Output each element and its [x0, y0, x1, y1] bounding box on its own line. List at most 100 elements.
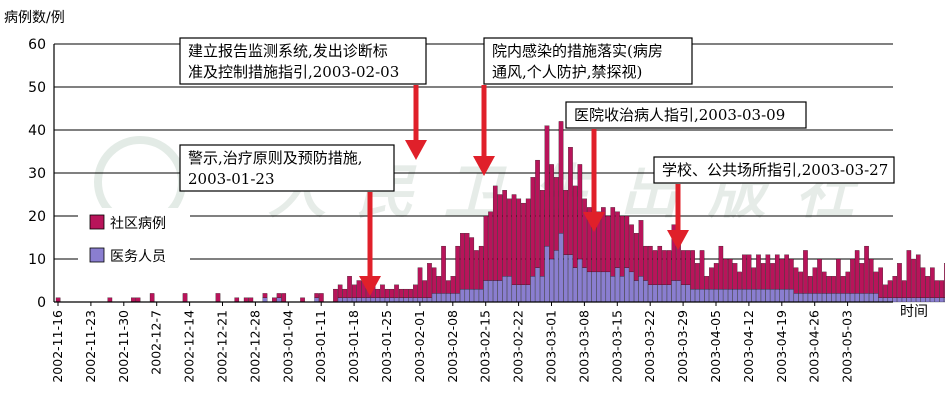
legend-label: 社区病例 — [110, 216, 166, 232]
bar-community — [666, 250, 672, 285]
annotation-text: 学校、公共场所指引,2003-03-27 — [662, 161, 888, 179]
bar-staff — [887, 297, 893, 303]
bar-community — [699, 250, 705, 290]
bar-community — [398, 288, 404, 298]
bar-staff — [732, 288, 738, 303]
bar-community — [934, 280, 940, 298]
bar-staff — [427, 297, 432, 303]
bar-staff — [657, 284, 663, 303]
bar-staff — [643, 280, 648, 303]
bar-community — [615, 211, 620, 268]
axes — [53, 44, 893, 303]
bar-community — [131, 297, 136, 303]
bar-community — [760, 263, 766, 290]
bar-community — [723, 258, 728, 290]
y-tick-label: 10 — [28, 252, 46, 268]
bar-community — [497, 194, 503, 281]
bar-staff — [784, 288, 789, 303]
bar-community — [662, 250, 667, 285]
bar-staff — [615, 267, 620, 303]
bar-staff — [850, 293, 855, 303]
bar-community — [455, 245, 460, 294]
bar-staff — [572, 267, 578, 303]
bar-community — [680, 250, 686, 285]
bar-community — [276, 293, 282, 298]
bar-community — [319, 293, 324, 303]
bar-staff — [351, 297, 357, 303]
bar-staff — [601, 271, 606, 303]
bar-staff — [380, 297, 385, 303]
bar-staff — [375, 297, 381, 303]
bar-staff — [807, 293, 813, 303]
bar-community — [403, 288, 409, 298]
x-tick-label: 2003-01-18 — [346, 310, 361, 383]
bar-community — [55, 297, 61, 303]
bar-community — [427, 263, 432, 298]
bar-staff — [596, 271, 601, 303]
bar-staff — [652, 284, 658, 303]
x-tick-label: 2003-03-15 — [609, 310, 624, 383]
bar-community — [149, 293, 155, 303]
annotation-text: 2003-01-23 — [188, 170, 274, 188]
bar-staff — [497, 280, 503, 303]
x-tick-label: 2003-02-15 — [478, 310, 493, 383]
bar-staff — [779, 288, 785, 303]
bar-staff — [544, 245, 550, 303]
bar-staff — [685, 284, 691, 303]
bar-staff — [398, 297, 404, 303]
annotations: 警示,治疗原则及预防措施, 2003-01-23 建立报告监测系统,发出诊断标准及控… — [179, 37, 895, 296]
bar-community — [873, 271, 879, 294]
x-tick-label: 2002-12-21 — [215, 310, 230, 383]
bar-staff — [558, 233, 564, 303]
arrow-head-icon — [473, 156, 495, 176]
bar-staff — [610, 276, 616, 303]
bar-staff — [699, 288, 705, 303]
bar-community — [107, 297, 113, 303]
x-tick-label: 2002-12-14 — [182, 310, 197, 383]
bar-staff — [892, 297, 898, 303]
bar-community — [262, 293, 268, 298]
bar-staff — [803, 293, 808, 303]
bar-staff — [812, 293, 818, 303]
bar-staff — [502, 276, 507, 303]
y-tick-label: 20 — [28, 209, 46, 225]
bar-staff — [901, 297, 907, 303]
bar-community — [549, 164, 554, 260]
annotation-box — [483, 37, 693, 85]
bar-community — [314, 293, 319, 298]
bar-community — [821, 271, 827, 294]
bar-community — [544, 125, 550, 247]
bar-staff — [723, 288, 728, 303]
bar-community — [826, 276, 832, 294]
bar-community — [558, 121, 564, 234]
bar-staff — [666, 284, 672, 303]
bar-community — [695, 263, 700, 290]
bar-community — [774, 254, 780, 290]
bar-community — [807, 276, 813, 294]
bar-community — [911, 258, 916, 298]
bar-staff — [478, 288, 484, 303]
annotation-text: 通风,个人防护,禁探视) — [492, 63, 642, 81]
bar-staff — [525, 284, 531, 303]
bar-community — [906, 250, 912, 298]
bar-community — [648, 245, 653, 285]
bar-community — [751, 267, 757, 290]
bar-community — [925, 276, 930, 298]
legend-swatch — [89, 214, 105, 230]
bar-community — [535, 159, 540, 268]
bar-staff — [633, 280, 639, 303]
bar-community — [356, 280, 362, 298]
y-tick-label: 50 — [28, 80, 46, 96]
x-tick-label: 2003-02-22 — [511, 310, 526, 383]
bar-staff — [821, 293, 827, 303]
bar-staff — [464, 288, 470, 303]
bar-staff — [671, 280, 677, 303]
bar-staff — [709, 288, 714, 303]
y-tick-labels: 0 10 20 30 40 50 60 — [28, 37, 46, 311]
annotation-ann-4: 医院收治病人指引,2003-03-09 — [565, 101, 807, 232]
bar-staff — [930, 297, 935, 303]
bar-community — [417, 267, 423, 298]
bar-staff — [469, 288, 475, 303]
bar-staff — [356, 297, 362, 303]
